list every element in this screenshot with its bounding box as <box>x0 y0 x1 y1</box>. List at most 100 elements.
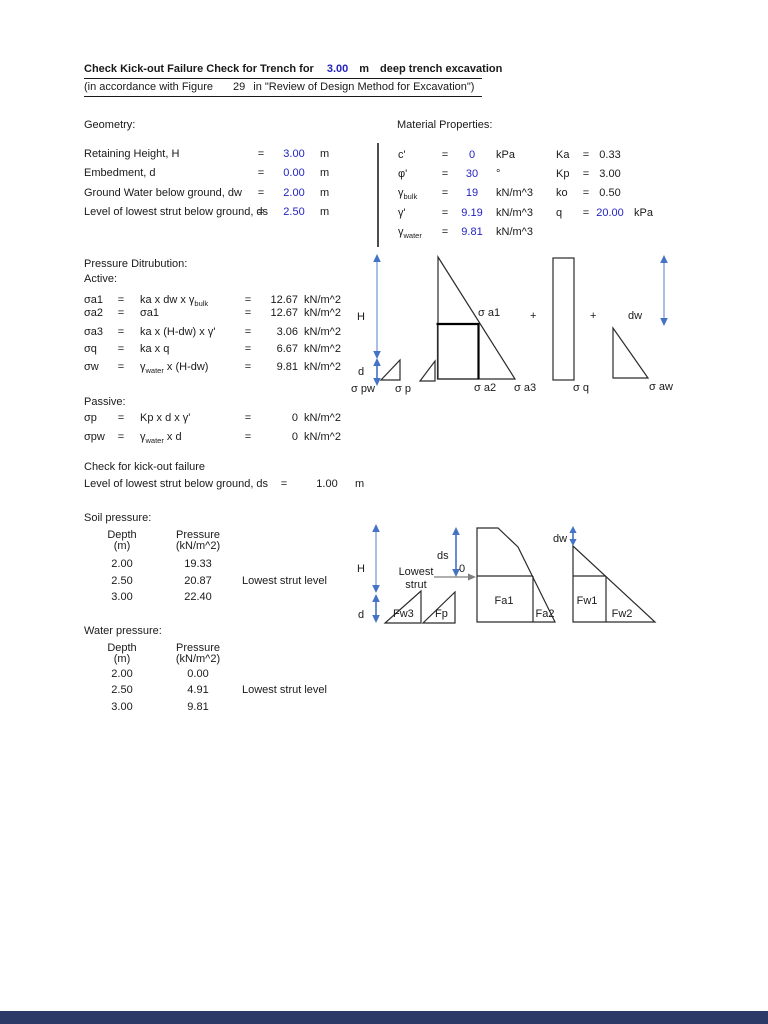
depth-cell: 2.50 <box>111 684 133 696</box>
material-unit: ° <box>496 168 501 180</box>
pressure-formula: γwater x d <box>140 431 182 446</box>
pressure-symbol: σa1 <box>84 294 104 306</box>
equals-sign: = <box>244 294 252 306</box>
geometry-value: 2.50 <box>283 206 305 218</box>
equals-sign: = <box>441 149 449 161</box>
pressure-distribution-heading: Pressure Ditrubution: <box>84 258 188 270</box>
material-symbol: φ' <box>398 168 408 180</box>
geometry-row: Ground Water below ground, dw = 2.00 m <box>84 187 329 201</box>
geometry-label: Ground Water below ground, dw <box>84 187 242 199</box>
page-title: Check Kick-out Failure Check for Trench … <box>84 63 502 79</box>
plus-sign: + <box>590 310 596 322</box>
equals-sign: = <box>244 343 252 355</box>
plus-sign: + <box>530 310 536 322</box>
material-symbol: γwater <box>398 226 422 241</box>
equals-sign: = <box>441 187 449 199</box>
d-label: d <box>358 609 364 621</box>
pressure-value: 0 <box>291 431 298 443</box>
coefficient-symbol: Kp <box>556 168 570 180</box>
d-extent-arrow <box>373 358 381 386</box>
h-extent-arrow <box>372 524 380 593</box>
geometry-label: Level of lowest strut below ground, ds <box>84 206 269 218</box>
pressure-formula: ka x q <box>140 343 170 355</box>
coefficient-row: ko = 0.50 <box>556 187 634 201</box>
check-label: Level of lowest strut below ground, ds <box>84 478 269 490</box>
pressure-symbol: σq <box>84 343 97 355</box>
equals-sign: = <box>117 361 125 373</box>
material-value: 30 <box>465 168 479 180</box>
equals-sign: = <box>244 412 252 424</box>
geometry-row: Embedment, d = 0.00 m <box>84 167 329 181</box>
lowest-strut-label-line2: strut <box>405 579 426 591</box>
equals-sign: = <box>257 187 265 199</box>
check-unit: m <box>355 478 365 490</box>
passive-pressure-row: σp = Kp x d x γ' = 0 kN/m^2 <box>84 412 341 426</box>
sigma-aw-label: σ aw <box>649 381 673 393</box>
row-note: Lowest strut level <box>242 575 327 587</box>
pressure-formula: γwater x (H-dw) <box>140 361 209 376</box>
pressure-symbol: σw <box>84 361 99 373</box>
pressure-unit-header: (kN/m^2) <box>175 653 221 665</box>
title-unit: m <box>359 63 370 75</box>
dw-label: dw <box>628 310 642 322</box>
document-title-block: Check Kick-out Failure Check for Trench … <box>84 63 502 97</box>
water-table-row: 2.00 0.00 <box>98 668 242 682</box>
geometry-row: Level of lowest strut below ground, ds = 2… <box>84 206 329 220</box>
material-row: γbulk = 19 kN/m^3 <box>398 187 533 201</box>
coefficient-value: 20.00 <box>596 207 624 219</box>
row-note: Lowest strut level <box>242 684 327 696</box>
pressure-value: 6.67 <box>276 343 298 355</box>
sigma-pw-triangle <box>379 358 401 381</box>
pressure-cell: 22.40 <box>184 591 212 603</box>
subtitle-rest: in "Review of Design Method for Excavati… <box>253 81 475 93</box>
sigma-a3-label: σ a3 <box>514 382 536 394</box>
pressure-unit: kN/m^2 <box>304 326 341 338</box>
pressure-column-header: Pressure <box>175 529 221 541</box>
material-unit: kPa <box>496 149 515 161</box>
material-row: φ' = 30 ° <box>398 168 500 182</box>
equals-sign: = <box>117 343 125 355</box>
fa2-label: Fa2 <box>536 608 555 620</box>
d-label: d <box>358 366 364 378</box>
sigma-pw-label: σ pw <box>351 383 375 395</box>
passive-pressure-row: σpw = γwater x d = 0 kN/m^2 <box>84 431 341 445</box>
depth-cell: 3.00 <box>111 701 133 713</box>
sigma-p-triangle <box>418 359 436 382</box>
pressure-value: 9.81 <box>276 361 298 373</box>
coefficient-row: q = 20.00 kPa <box>556 207 653 221</box>
material-unit: kN/m^3 <box>496 226 533 238</box>
equals-sign: = <box>582 187 590 199</box>
subtitle-figure-number: 29 <box>233 81 246 93</box>
equals-sign: = <box>582 207 590 219</box>
d-extent-arrow <box>372 594 380 623</box>
check-heading: Check for kick-out failure <box>84 461 206 473</box>
equals-sign: = <box>280 478 288 490</box>
water-table-header-units: (m) (kN/m^2) <box>98 653 230 667</box>
depth-cell: 2.00 <box>111 558 133 570</box>
equals-sign: = <box>244 361 252 373</box>
pressure-formula: Kp x d x γ' <box>140 412 191 424</box>
soil-table-header: Depth Pressure <box>98 529 230 543</box>
geometry-unit: m <box>320 167 330 179</box>
footer-bar <box>0 1011 768 1024</box>
active-pressure-row: σa3 = ka x (H-dw) x γ' = 3.06 kN/m^2 <box>84 326 341 340</box>
title-depth-value: 3.00 <box>326 63 349 75</box>
fa1-label: Fa1 <box>495 595 514 607</box>
coefficient-value: 0.33 <box>599 149 621 161</box>
coefficient-symbol: q <box>556 207 563 219</box>
coefficient-symbol: Ka <box>556 149 570 161</box>
pressure-column-header: Pressure <box>175 642 221 654</box>
material-properties-heading: Material Properties: <box>397 119 493 131</box>
pressure-unit-header: (kN/m^2) <box>175 540 221 552</box>
active-label: Active: <box>84 273 118 285</box>
fp-triangle <box>421 590 456 624</box>
material-unit: kN/m^3 <box>496 187 533 199</box>
active-pressure-row: σq = ka x q = 6.67 kN/m^2 <box>84 343 341 357</box>
sigma-p-label: σ p <box>395 383 411 395</box>
ds-label: ds <box>437 550 449 562</box>
coefficient-value: 0.50 <box>599 187 621 199</box>
active-soil-triangle <box>437 254 517 380</box>
pressure-symbol: σp <box>84 412 97 424</box>
pressure-formula: ka x dw x γbulk <box>140 294 209 309</box>
active-pressure-row: σa1 = ka x dw x γbulk = 12.67 kN/m^2 <box>84 294 341 308</box>
